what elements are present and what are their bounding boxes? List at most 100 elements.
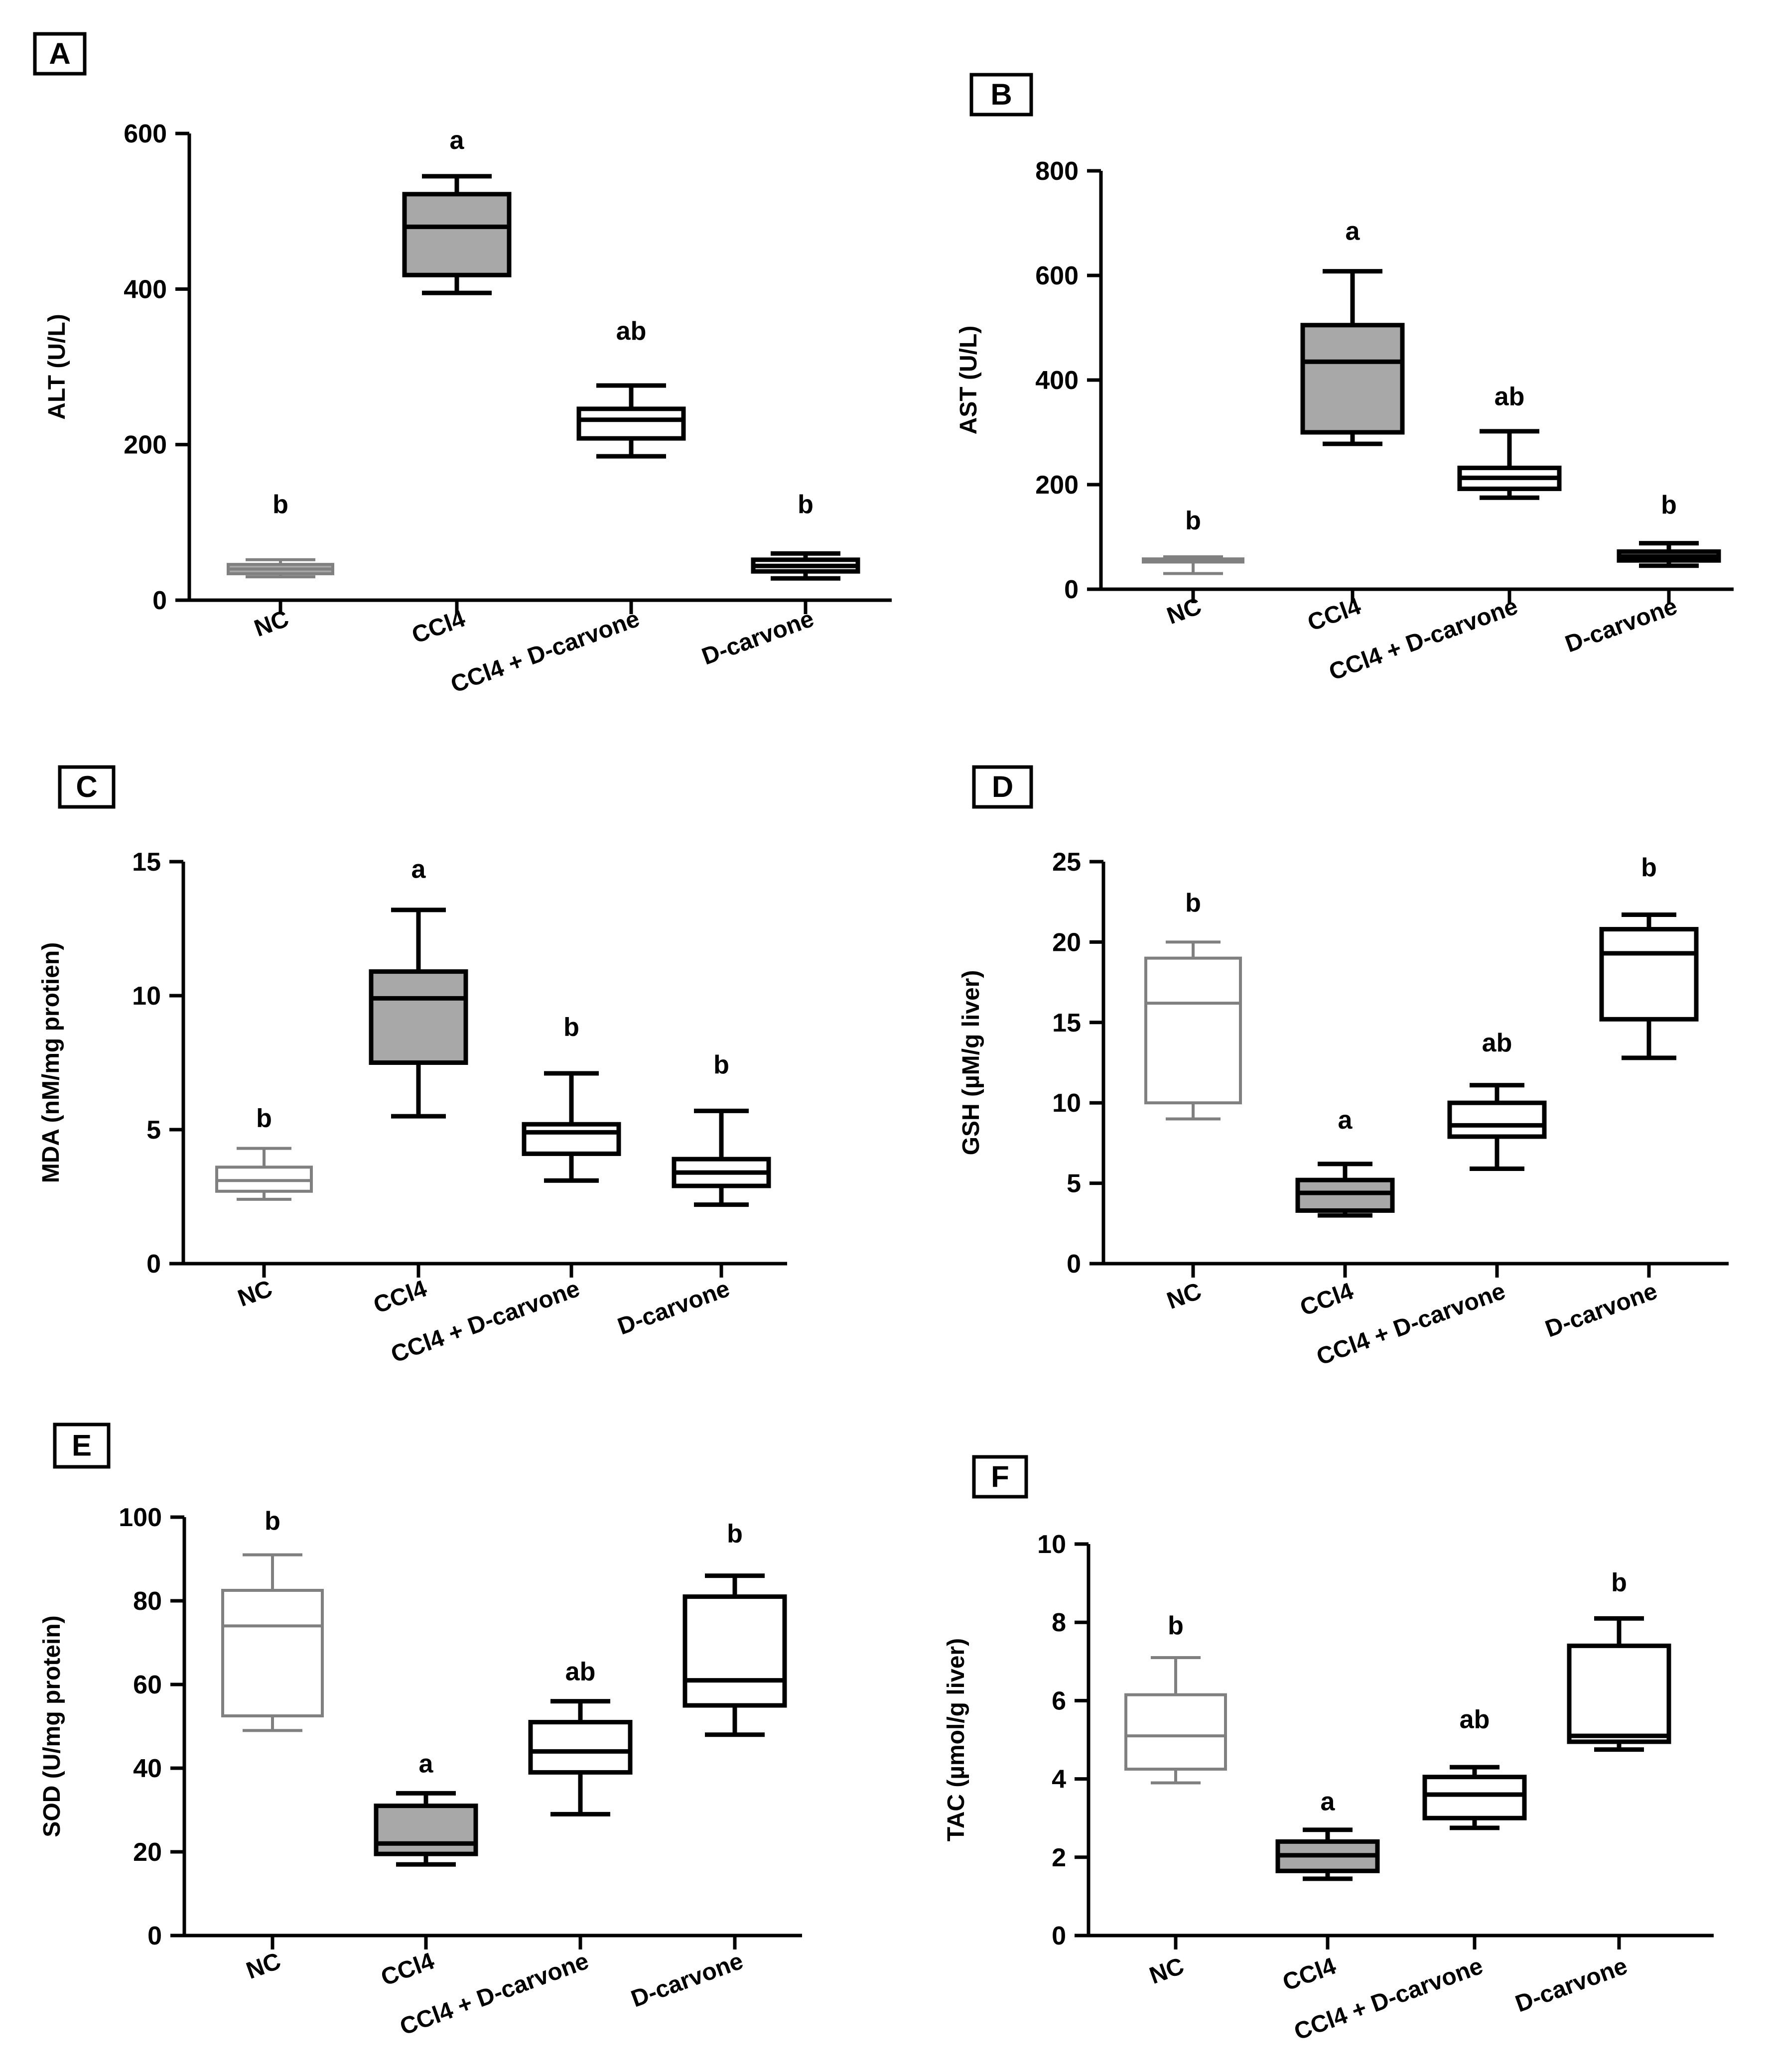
significance-label: ab bbox=[565, 1658, 596, 1686]
box-3: b D-carvone bbox=[628, 1519, 787, 2013]
y-tick-label: 25 bbox=[1052, 848, 1081, 877]
iqr-box bbox=[369, 969, 468, 1065]
box-3: b D-carvone bbox=[698, 490, 860, 670]
category-label: D-carvone bbox=[1562, 593, 1681, 658]
category-label: CCl4 bbox=[408, 605, 469, 648]
y-tick-label: 15 bbox=[132, 848, 161, 877]
y-tick-label: 400 bbox=[1035, 366, 1079, 395]
significance-label: b bbox=[713, 1050, 729, 1079]
box-3: b D-carvone bbox=[1542, 853, 1699, 1343]
y-tick-label: 600 bbox=[1035, 261, 1079, 290]
y-tick-label: 0 bbox=[1067, 1250, 1081, 1279]
y-tick-label: 0 bbox=[147, 1922, 162, 1950]
box-1: a CCl4 bbox=[1275, 1787, 1380, 1996]
category-label: D-carvone bbox=[614, 1276, 733, 1340]
significance-label: b bbox=[1661, 491, 1677, 519]
y-tick-label: 4 bbox=[1052, 1765, 1066, 1794]
iqr-box bbox=[402, 192, 512, 277]
iqr-box bbox=[1599, 927, 1699, 1022]
iqr-box bbox=[522, 1122, 621, 1156]
y-tick-label: 6 bbox=[1052, 1686, 1066, 1715]
iqr-box bbox=[221, 1589, 324, 1717]
panel-label-box bbox=[972, 1455, 1028, 1499]
significance-label: a bbox=[450, 126, 465, 155]
significance-label: a bbox=[1321, 1787, 1336, 1816]
significance-label: ab bbox=[1482, 1029, 1512, 1057]
category-label: NC bbox=[234, 1276, 275, 1312]
category-label: CCl4 bbox=[378, 1947, 438, 1991]
category-label: CCl4 bbox=[1279, 1952, 1340, 1996]
panel-label-box bbox=[33, 32, 87, 76]
y-tick-label: 800 bbox=[1035, 157, 1079, 186]
panel-label-box bbox=[58, 765, 116, 809]
significance-label: a bbox=[1346, 217, 1361, 246]
y-tick-label: 100 bbox=[119, 1503, 162, 1532]
iqr-box bbox=[374, 1804, 478, 1856]
panel-label: D bbox=[992, 770, 1013, 803]
significance-label: b bbox=[798, 490, 814, 519]
significance-label: b bbox=[272, 490, 288, 519]
y-tick-label: 0 bbox=[152, 586, 167, 615]
box-0: b NC bbox=[215, 1104, 313, 1312]
y-tick-label: 200 bbox=[124, 431, 167, 460]
iqr-box bbox=[1422, 1775, 1527, 1820]
iqr-box bbox=[682, 1594, 787, 1708]
significance-label: b bbox=[1185, 889, 1201, 917]
box-3: b D-carvone bbox=[1512, 1568, 1671, 2018]
significance-label: ab bbox=[616, 317, 647, 346]
box-0: b NC bbox=[227, 490, 334, 642]
significance-label: a bbox=[419, 1749, 434, 1778]
box-3: b D-carvone bbox=[1562, 491, 1721, 658]
y-tick-label: 10 bbox=[1037, 1530, 1066, 1559]
panel-a: A 0 200 400 600 ALT (U/L) b NC a CCl4 ab CCl4 + D-c… bbox=[33, 32, 892, 698]
significance-label: ab bbox=[1495, 382, 1525, 411]
iqr-box bbox=[1567, 1643, 1671, 1744]
y-axis-label: MDA (nM/mg protien) bbox=[38, 942, 64, 1183]
y-tick-label: 15 bbox=[1052, 1009, 1081, 1037]
box-3: b D-carvone bbox=[614, 1050, 771, 1340]
y-axis-label: GSH (µM/g liver) bbox=[958, 970, 984, 1156]
panel-label: A bbox=[49, 37, 70, 70]
y-tick-label: 2 bbox=[1052, 1843, 1066, 1872]
y-tick-label: 40 bbox=[133, 1754, 162, 1783]
panel-label: F bbox=[991, 1460, 1009, 1493]
panel-c: C 0 5 10 15 MDA (nM/mg protien) b NC a CCl4bCCl4 … bbox=[38, 765, 787, 1368]
y-tick-label: 20 bbox=[133, 1838, 162, 1867]
box-0: b NC bbox=[1142, 506, 1244, 630]
box-1: a CCl4 bbox=[1295, 1106, 1395, 1321]
significance-label: b bbox=[1611, 1568, 1627, 1597]
category-label: D-carvone bbox=[1512, 1953, 1631, 2018]
y-axis-label: TAC (µmol/g liver) bbox=[943, 1638, 969, 1841]
y-tick-label: 400 bbox=[124, 275, 167, 304]
significance-label: b bbox=[1185, 506, 1201, 535]
significance-label: b bbox=[256, 1104, 272, 1133]
category-label: CCl4 bbox=[1297, 1278, 1357, 1321]
y-tick-label: 8 bbox=[1052, 1608, 1066, 1637]
y-axis-label: AST (U/L) bbox=[955, 326, 982, 435]
iqr-box bbox=[1124, 1693, 1227, 1771]
y-tick-label: 0 bbox=[146, 1250, 161, 1279]
category-label: D-carvone bbox=[628, 1948, 747, 2013]
y-tick-label: 10 bbox=[132, 982, 161, 1011]
category-label: D-carvone bbox=[698, 606, 817, 670]
significance-label: a bbox=[1338, 1106, 1353, 1135]
category-label: NC bbox=[243, 1948, 284, 1985]
iqr-box bbox=[1300, 323, 1405, 435]
category-label: NC bbox=[1146, 1953, 1187, 1990]
category-label: D-carvone bbox=[1542, 1278, 1661, 1343]
panel-label-box bbox=[972, 765, 1033, 809]
iqr-box bbox=[576, 406, 686, 441]
y-tick-label: 5 bbox=[1067, 1169, 1081, 1198]
significance-label: ab bbox=[1460, 1705, 1490, 1734]
box-1: a CCl4 bbox=[402, 126, 512, 649]
category-label: NC bbox=[1163, 1278, 1205, 1315]
panel-label: B bbox=[990, 78, 1012, 111]
y-tick-label: 200 bbox=[1035, 471, 1079, 500]
significance-label: b bbox=[1641, 853, 1657, 882]
significance-label: b bbox=[1168, 1611, 1184, 1640]
y-axis-label: SOD (U/mg protein) bbox=[39, 1615, 65, 1837]
category-label: CCl4 bbox=[370, 1275, 430, 1318]
